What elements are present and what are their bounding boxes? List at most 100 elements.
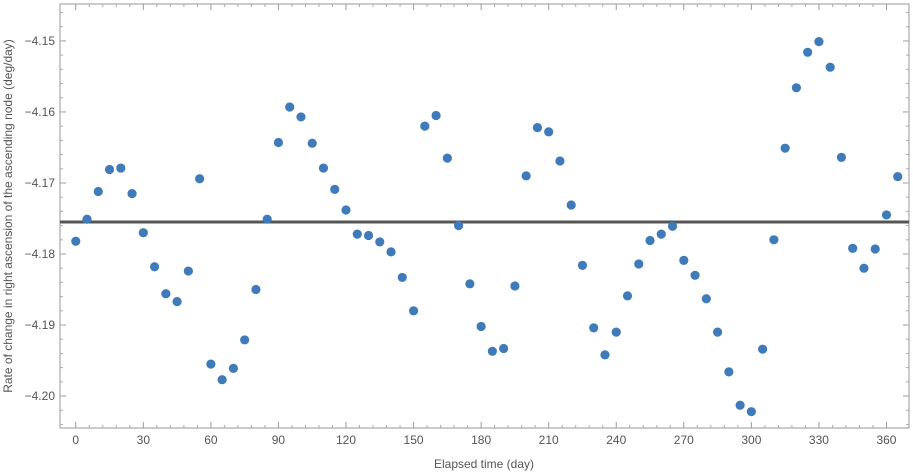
data-point (296, 112, 306, 122)
y-tick-label: −4.18 (25, 247, 56, 261)
data-point (217, 375, 227, 385)
data-point (825, 62, 835, 72)
data-point (307, 138, 317, 148)
data-point (645, 235, 655, 246)
data-point (690, 270, 700, 280)
data-point (330, 184, 340, 194)
data-point (454, 220, 464, 231)
y-tick-label: −4.16 (25, 105, 56, 119)
y-tick-label: −4.17 (25, 176, 56, 190)
data-point (589, 323, 599, 333)
data-point (510, 281, 520, 291)
plot-frame (59, 3, 910, 429)
data-point (341, 205, 351, 215)
data-point (499, 343, 509, 354)
data-point (104, 164, 115, 175)
x-tick-label: 270 (674, 433, 694, 447)
data-point (386, 247, 396, 257)
x-tick-label: 300 (741, 433, 761, 447)
data-point (893, 171, 903, 182)
x-tick-label: 0 (72, 433, 79, 447)
data-point (577, 260, 588, 270)
data-point (532, 122, 543, 133)
data-point (724, 367, 734, 377)
x-tick-label: 360 (876, 433, 896, 447)
data-points (71, 37, 903, 417)
data-point (848, 243, 858, 253)
data-point (149, 262, 160, 272)
data-point (566, 200, 576, 210)
data-point (611, 327, 621, 337)
data-point (93, 186, 103, 197)
data-point (262, 214, 272, 224)
data-point (161, 289, 171, 299)
data-point (780, 143, 790, 153)
data-point (758, 344, 768, 354)
data-point (521, 171, 531, 181)
x-axis-title: Elapsed time (day) (434, 457, 534, 471)
data-point (195, 174, 205, 184)
y-tick-label: −4.20 (25, 389, 56, 403)
data-point (487, 346, 497, 356)
data-point (251, 284, 261, 295)
data-point (600, 350, 610, 360)
data-point (285, 102, 295, 112)
data-point (116, 163, 126, 173)
data-point (375, 237, 385, 247)
data-point (667, 221, 678, 231)
data-point (476, 321, 486, 332)
data-point (746, 407, 756, 417)
data-point (206, 359, 216, 369)
data-point (442, 153, 452, 163)
data-point (82, 214, 92, 224)
data-point (544, 127, 554, 137)
data-point (656, 229, 666, 239)
data-point (870, 244, 880, 254)
x-tick-label: 30 (137, 433, 151, 447)
data-point (712, 327, 723, 337)
data-point (555, 156, 565, 166)
data-point (397, 272, 407, 283)
data-point (71, 236, 81, 246)
x-tick-label: 330 (809, 433, 829, 447)
x-axis-ticks: 0 30 60 90 120 150 180 210 240 270 300 330 360 (72, 4, 897, 447)
y-tick-label: −4.19 (25, 318, 56, 332)
x-tick-label: 90 (272, 433, 286, 447)
data-point (814, 37, 824, 47)
data-point (138, 228, 148, 238)
data-point (769, 235, 779, 245)
x-tick-label: 120 (336, 433, 356, 447)
data-point (273, 137, 284, 148)
y-axis-title: Rate of change in right ascension of the… (1, 39, 15, 393)
data-point (622, 291, 633, 301)
data-point (183, 266, 193, 276)
data-point (634, 259, 644, 269)
data-point (881, 210, 892, 220)
data-point (363, 230, 374, 241)
data-point (679, 255, 689, 265)
data-point (420, 121, 430, 131)
x-tick-label: 180 (471, 433, 491, 447)
y-tick-label: −4.15 (25, 34, 56, 48)
data-point (701, 294, 711, 304)
data-point (172, 296, 182, 307)
data-point (859, 263, 869, 273)
x-tick-label: 150 (404, 433, 424, 447)
data-point (352, 229, 362, 239)
x-tick-label: 210 (539, 433, 559, 447)
data-point (408, 306, 419, 316)
data-point (735, 400, 745, 410)
y-axis-ticks: −4.20 −4.19 −4.18 −4.17 −4.16 −4.15 (25, 12, 909, 425)
data-point (228, 363, 239, 373)
data-point (803, 47, 813, 57)
data-point (127, 189, 137, 199)
data-point (465, 279, 475, 289)
data-point (836, 152, 847, 163)
data-point (431, 110, 441, 121)
data-point (240, 335, 250, 345)
x-tick-label: 240 (606, 433, 626, 447)
x-tick-label: 60 (204, 433, 218, 447)
data-point (318, 163, 329, 173)
data-point (791, 83, 802, 93)
